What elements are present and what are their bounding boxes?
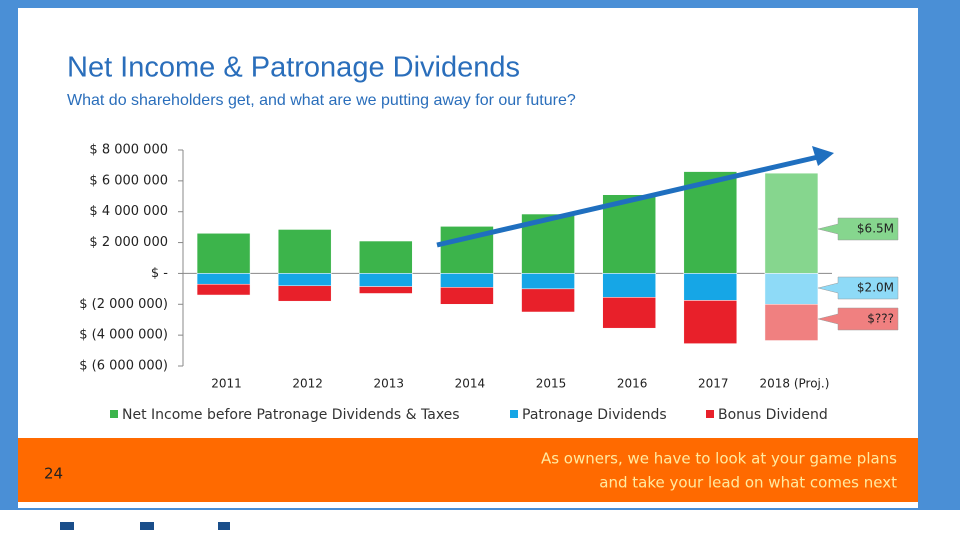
x-tick-label: 2016 bbox=[617, 377, 648, 391]
bar bbox=[602, 194, 656, 274]
callout-label: $??? bbox=[867, 312, 894, 326]
chart: $ (6 000 000) $ (4 000 000) $ (2 000 000) $… bbox=[79, 143, 899, 423]
footer-band bbox=[18, 438, 918, 502]
bar bbox=[196, 283, 251, 296]
bar bbox=[277, 229, 332, 274]
bar bbox=[359, 240, 413, 274]
bar bbox=[196, 233, 251, 274]
x-tick-label: 2017 bbox=[698, 377, 729, 391]
x-tick-label: 2014 bbox=[455, 377, 486, 391]
bar bbox=[440, 287, 494, 305]
trend-arrow bbox=[436, 154, 819, 248]
y-tick-label: $ 4 000 000 bbox=[89, 204, 168, 219]
footer-note: and take your lead on what comes next bbox=[599, 474, 897, 492]
callout-label: $2.0M bbox=[857, 281, 894, 295]
x-tick-label: 2018 (Proj.) bbox=[759, 377, 829, 391]
y-tick-label: $ (2 000 000) bbox=[79, 297, 168, 312]
subtitle: What do shareholders get, and what are w… bbox=[67, 92, 576, 109]
bar bbox=[683, 171, 738, 274]
bar bbox=[521, 273, 575, 290]
decor bbox=[60, 522, 74, 530]
bar bbox=[602, 273, 656, 298]
decor bbox=[218, 522, 230, 530]
title: Net Income & Patronage Dividends bbox=[67, 52, 520, 84]
page-number: 24 bbox=[44, 465, 63, 483]
footer-note: As owners, we have to look at your game … bbox=[541, 450, 897, 468]
bar bbox=[683, 273, 738, 301]
y-tick-label: $ - bbox=[151, 266, 168, 281]
x-tick-label: 2012 bbox=[292, 377, 323, 391]
legend-swatch bbox=[510, 410, 518, 418]
x-tick-label: 2011 bbox=[211, 377, 242, 391]
y-tick-label: $ 2 000 000 bbox=[89, 235, 168, 250]
legend-label: Bonus Dividend bbox=[718, 407, 828, 423]
bar bbox=[764, 304, 819, 341]
bar bbox=[764, 172, 819, 274]
x-tick-label: 2015 bbox=[536, 377, 567, 391]
y-tick-label: $ 6 000 000 bbox=[89, 173, 168, 188]
callout-label: $6.5M bbox=[857, 222, 894, 236]
bar bbox=[277, 273, 332, 287]
legend-label: Patronage Dividends bbox=[522, 407, 667, 423]
bar bbox=[521, 288, 575, 313]
trend-arrow-head bbox=[812, 146, 834, 166]
y-tick-label: $ (4 000 000) bbox=[79, 328, 168, 343]
x-tick-label: 2013 bbox=[374, 377, 405, 391]
bar bbox=[359, 286, 413, 294]
bar bbox=[359, 273, 413, 287]
bar bbox=[602, 297, 656, 329]
bar bbox=[683, 300, 738, 344]
y-tick-label: $ (6 000 000) bbox=[79, 359, 168, 374]
bottom-strip bbox=[0, 510, 960, 540]
callout-box bbox=[817, 307, 899, 331]
bar bbox=[440, 273, 494, 288]
callout-box bbox=[817, 217, 899, 241]
callout-box bbox=[817, 276, 899, 300]
bar bbox=[764, 273, 819, 305]
legend-swatch bbox=[706, 410, 714, 418]
bar bbox=[196, 273, 251, 285]
legend-label: Net Income before Patronage Dividends & … bbox=[122, 407, 460, 423]
decor bbox=[140, 522, 154, 530]
bar bbox=[277, 285, 332, 302]
legend-swatch bbox=[110, 410, 118, 418]
y-tick-label: $ 8 000 000 bbox=[89, 143, 168, 158]
